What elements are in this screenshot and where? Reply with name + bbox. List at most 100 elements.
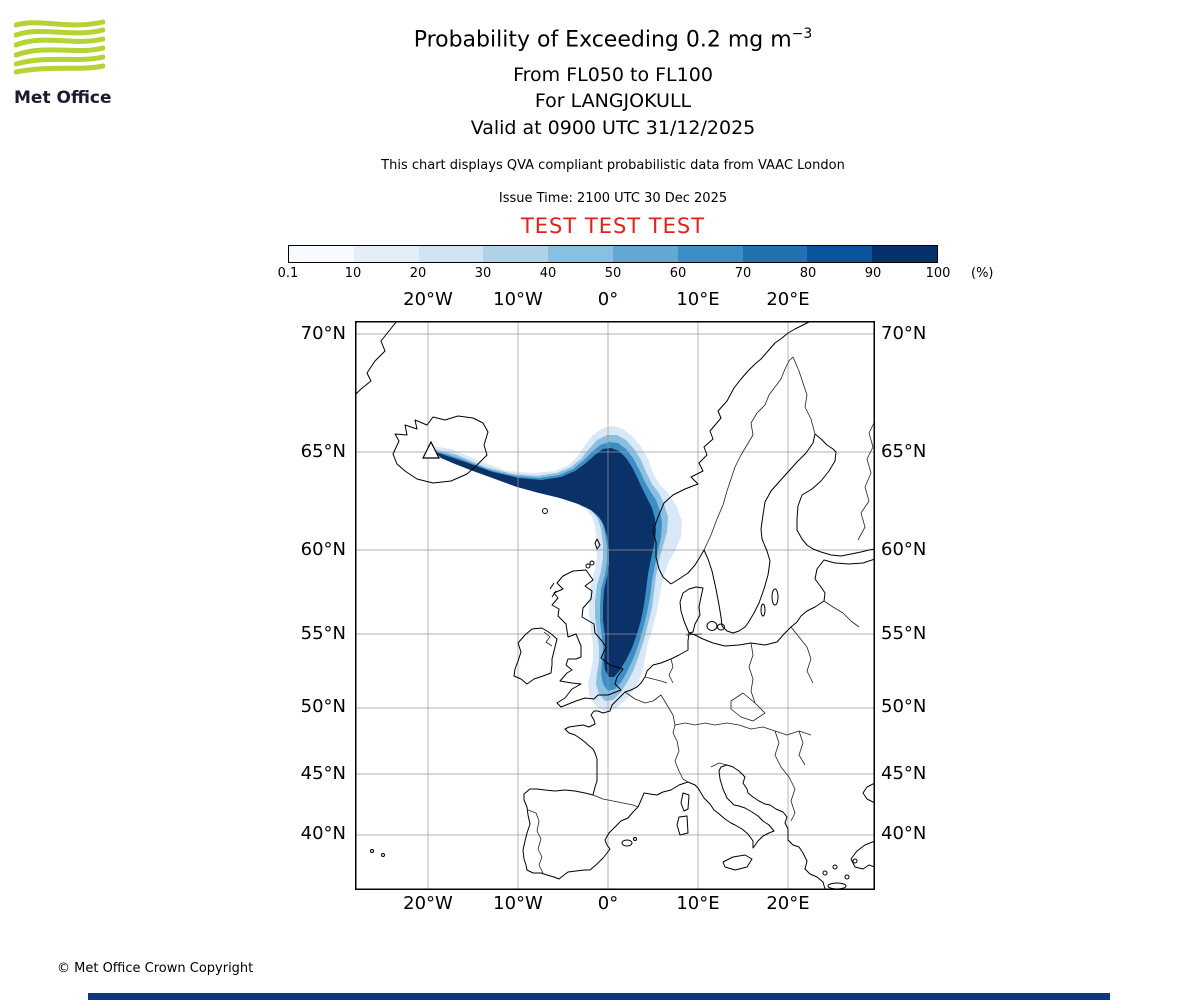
lon-label-top: 10°W: [493, 289, 543, 310]
border-france-belgium-germany: [624, 691, 678, 742]
chart-title-text: Probability of Exceeding 0.2 mg m: [413, 27, 792, 53]
colorbar-tick-label: 70: [734, 266, 752, 281]
border-netherlands-germany: [668, 658, 674, 684]
lon-label-bottom: 0°: [597, 893, 619, 914]
lon-label-bottom: 10°E: [676, 893, 720, 914]
colorbar-tick-label: 40: [539, 266, 557, 281]
coastline-aegean: [850, 840, 875, 870]
chart-title: Probability of Exceeding 0.2 mg m−3: [414, 26, 813, 52]
island-aegean-1: [822, 870, 828, 876]
coastline-black-sea: [862, 782, 875, 804]
lat-label-left: 40°N: [300, 823, 346, 844]
colorbar-tick-label: 30: [474, 266, 492, 281]
border-romania-bulgaria: [798, 730, 806, 766]
island-mallorca: [621, 839, 633, 847]
map: [355, 321, 875, 890]
lat-label-right: 70°N: [881, 323, 927, 344]
colorbar-unit-label: (%): [971, 266, 994, 281]
coastline-baltic-south: [688, 558, 875, 647]
colorbar-tick-label: 50: [604, 266, 622, 281]
met-office-logo: Met Office: [14, 18, 114, 108]
lon-label-top: 10°E: [676, 289, 720, 310]
border-austria-slovenia: [710, 762, 728, 768]
issue-time: Issue Time: 2100 UTC 30 Dec 2025: [498, 191, 728, 206]
qva-note: This chart displays QVA compliant probab…: [381, 158, 845, 173]
border-serbia-macedonia: [774, 730, 796, 822]
footer-bar: [88, 993, 1110, 1000]
island-aegean-3: [844, 874, 850, 880]
lon-label-bottom: 10°W: [493, 893, 543, 914]
colorbar-tick-label: 20: [409, 266, 427, 281]
lon-label-top: 20°E: [766, 289, 810, 310]
lat-label-right: 65°N: [881, 441, 927, 462]
lat-label-left: 45°N: [300, 763, 346, 784]
chart-title-exponent: −3: [791, 26, 813, 42]
colorbar-tick-label: 90: [864, 266, 882, 281]
lat-label-left: 55°N: [300, 623, 346, 644]
lat-label-left: 65°N: [300, 441, 346, 462]
island-oland: [760, 603, 766, 617]
island-hebrides-1: [549, 582, 555, 590]
lat-label-left: 50°N: [300, 696, 346, 717]
flight-levels-line: From FL050 to FL100: [513, 64, 713, 86]
coastline-norway: [652, 321, 812, 585]
border-poland-east: [790, 626, 814, 684]
coastline-ireland: [513, 627, 558, 685]
coastline-iceland: [392, 415, 489, 484]
colorbar-segment: [289, 246, 354, 262]
lon-label-bottom: 20°E: [766, 893, 810, 914]
border-switzerland-austria: [674, 722, 740, 726]
volcano-line: For LANGJOKULL: [534, 90, 692, 112]
island-atlantic-2: [381, 853, 385, 857]
colorbar-tick-label: 60: [669, 266, 687, 281]
lon-label-top: 0°: [597, 289, 619, 310]
border-germany-poland: [748, 642, 756, 704]
coastline-greenland: [355, 321, 398, 396]
coastline-shetland: [594, 538, 601, 550]
border-denmark-germany: [685, 633, 703, 636]
lon-label-top: 20°W: [403, 289, 453, 310]
colorbar-tick-label: 80: [799, 266, 817, 281]
island-aegean-4: [852, 858, 858, 864]
lat-label-right: 45°N: [881, 763, 927, 784]
colorbar-segment: [807, 246, 873, 262]
plume: [425, 426, 682, 711]
colorbar-tick-label: 100: [925, 266, 951, 281]
coastline-scandinavia: [670, 433, 875, 634]
border-belgium-netherlands: [644, 676, 668, 684]
colorbar-segment: [548, 246, 613, 262]
colorbar-segment: [483, 246, 549, 262]
island-funen: [717, 623, 725, 631]
volcano-marker: [422, 440, 440, 459]
lat-label-left: 70°N: [300, 323, 346, 344]
border-norway-sweden: [703, 356, 794, 551]
colorbar-segment: [742, 246, 808, 262]
border-czech: [730, 692, 766, 722]
colorbar-segment: [612, 246, 678, 262]
island-crete: [827, 882, 847, 890]
colorbar-segments: [288, 245, 938, 263]
lat-label-right: 40°N: [881, 823, 927, 844]
coastline-corsica: [680, 792, 690, 812]
island-zealand: [706, 621, 718, 631]
border-ireland-uk: [543, 631, 553, 647]
logo-waves: [14, 19, 105, 75]
colorbar-tick-label: 0.1: [277, 266, 299, 281]
map-frame: [355, 321, 875, 890]
coastline-continental-europe: [522, 632, 826, 890]
colorbar-segment: [872, 246, 937, 262]
lat-label-right: 50°N: [881, 696, 927, 717]
border-baltics-russia: [823, 600, 860, 628]
lat-label-right: 60°N: [881, 539, 927, 560]
colorbar-segment: [677, 246, 743, 262]
island-aegean-2: [832, 864, 838, 870]
valid-time-line: Valid at 0900 UTC 31/12/2025: [470, 117, 756, 139]
border-france-italy: [674, 740, 689, 783]
plume-level-core: [435, 448, 656, 677]
test-banner: TEST TEST TEST: [520, 214, 706, 238]
coastlines: [355, 321, 875, 890]
coastline-sardinia: [676, 815, 689, 836]
border-spain-france: [592, 794, 639, 808]
coastline-great-britain: [551, 569, 624, 708]
colorbar-tick-label: 10: [344, 266, 362, 281]
